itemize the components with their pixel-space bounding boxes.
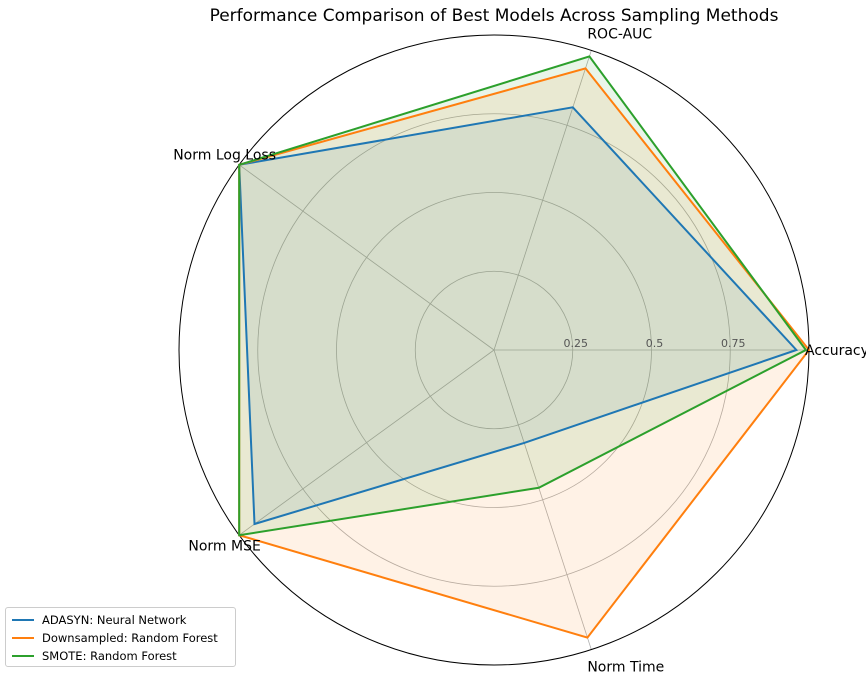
radial-tick-labels: 0.25 0.5 0.75: [564, 337, 746, 350]
series-line-3: [238, 55, 808, 537]
radar-grid: [178, 34, 810, 666]
axis-label: Norm Log Loss: [173, 147, 276, 163]
axis-spoke-3: [238, 164, 495, 351]
legend-label: ADASYN: Neural Network: [42, 613, 187, 627]
tick-label: 0.25: [564, 337, 589, 350]
series-fill-1: [239, 107, 797, 525]
legend-swatch-adasyn: [12, 619, 34, 621]
series-fill-2: [239, 68, 809, 638]
axis-spoke-5: [493, 349, 592, 650]
legend-item-downsampled: Downsampled: Random Forest: [12, 629, 229, 647]
tick-label: 0.5: [646, 337, 664, 350]
legend: ADASYN: Neural Network Downsampled: Rand…: [5, 607, 236, 667]
axis-spoke-4: [238, 349, 495, 536]
series-line-1: [238, 106, 799, 526]
axis-label: Norm MSE: [188, 539, 260, 555]
chart-title: Performance Comparison of Best Models Ac…: [210, 6, 779, 26]
series-lines: [238, 55, 811, 639]
axis-labels: Accuracy ROC-AUC Norm Log Loss Norm MSE Norm…: [173, 26, 866, 675]
axis-label: Accuracy: [805, 343, 866, 359]
legend-item-smote: SMOTE: Random Forest: [12, 647, 229, 665]
series-fill-3: [239, 56, 806, 536]
legend-label: SMOTE: Random Forest: [42, 649, 177, 663]
legend-swatch-smote: [12, 655, 34, 657]
axis-spoke-2: [493, 50, 592, 351]
series-fills: [239, 56, 809, 638]
legend-swatch-downsampled: [12, 637, 34, 639]
axis-label: ROC-AUC: [587, 26, 652, 42]
legend-item-adasyn: ADASYN: Neural Network: [12, 611, 229, 629]
tick-label: 0.75: [721, 337, 746, 350]
legend-label: Downsampled: Random Forest: [42, 631, 218, 645]
axis-label: Norm Time: [587, 660, 664, 676]
